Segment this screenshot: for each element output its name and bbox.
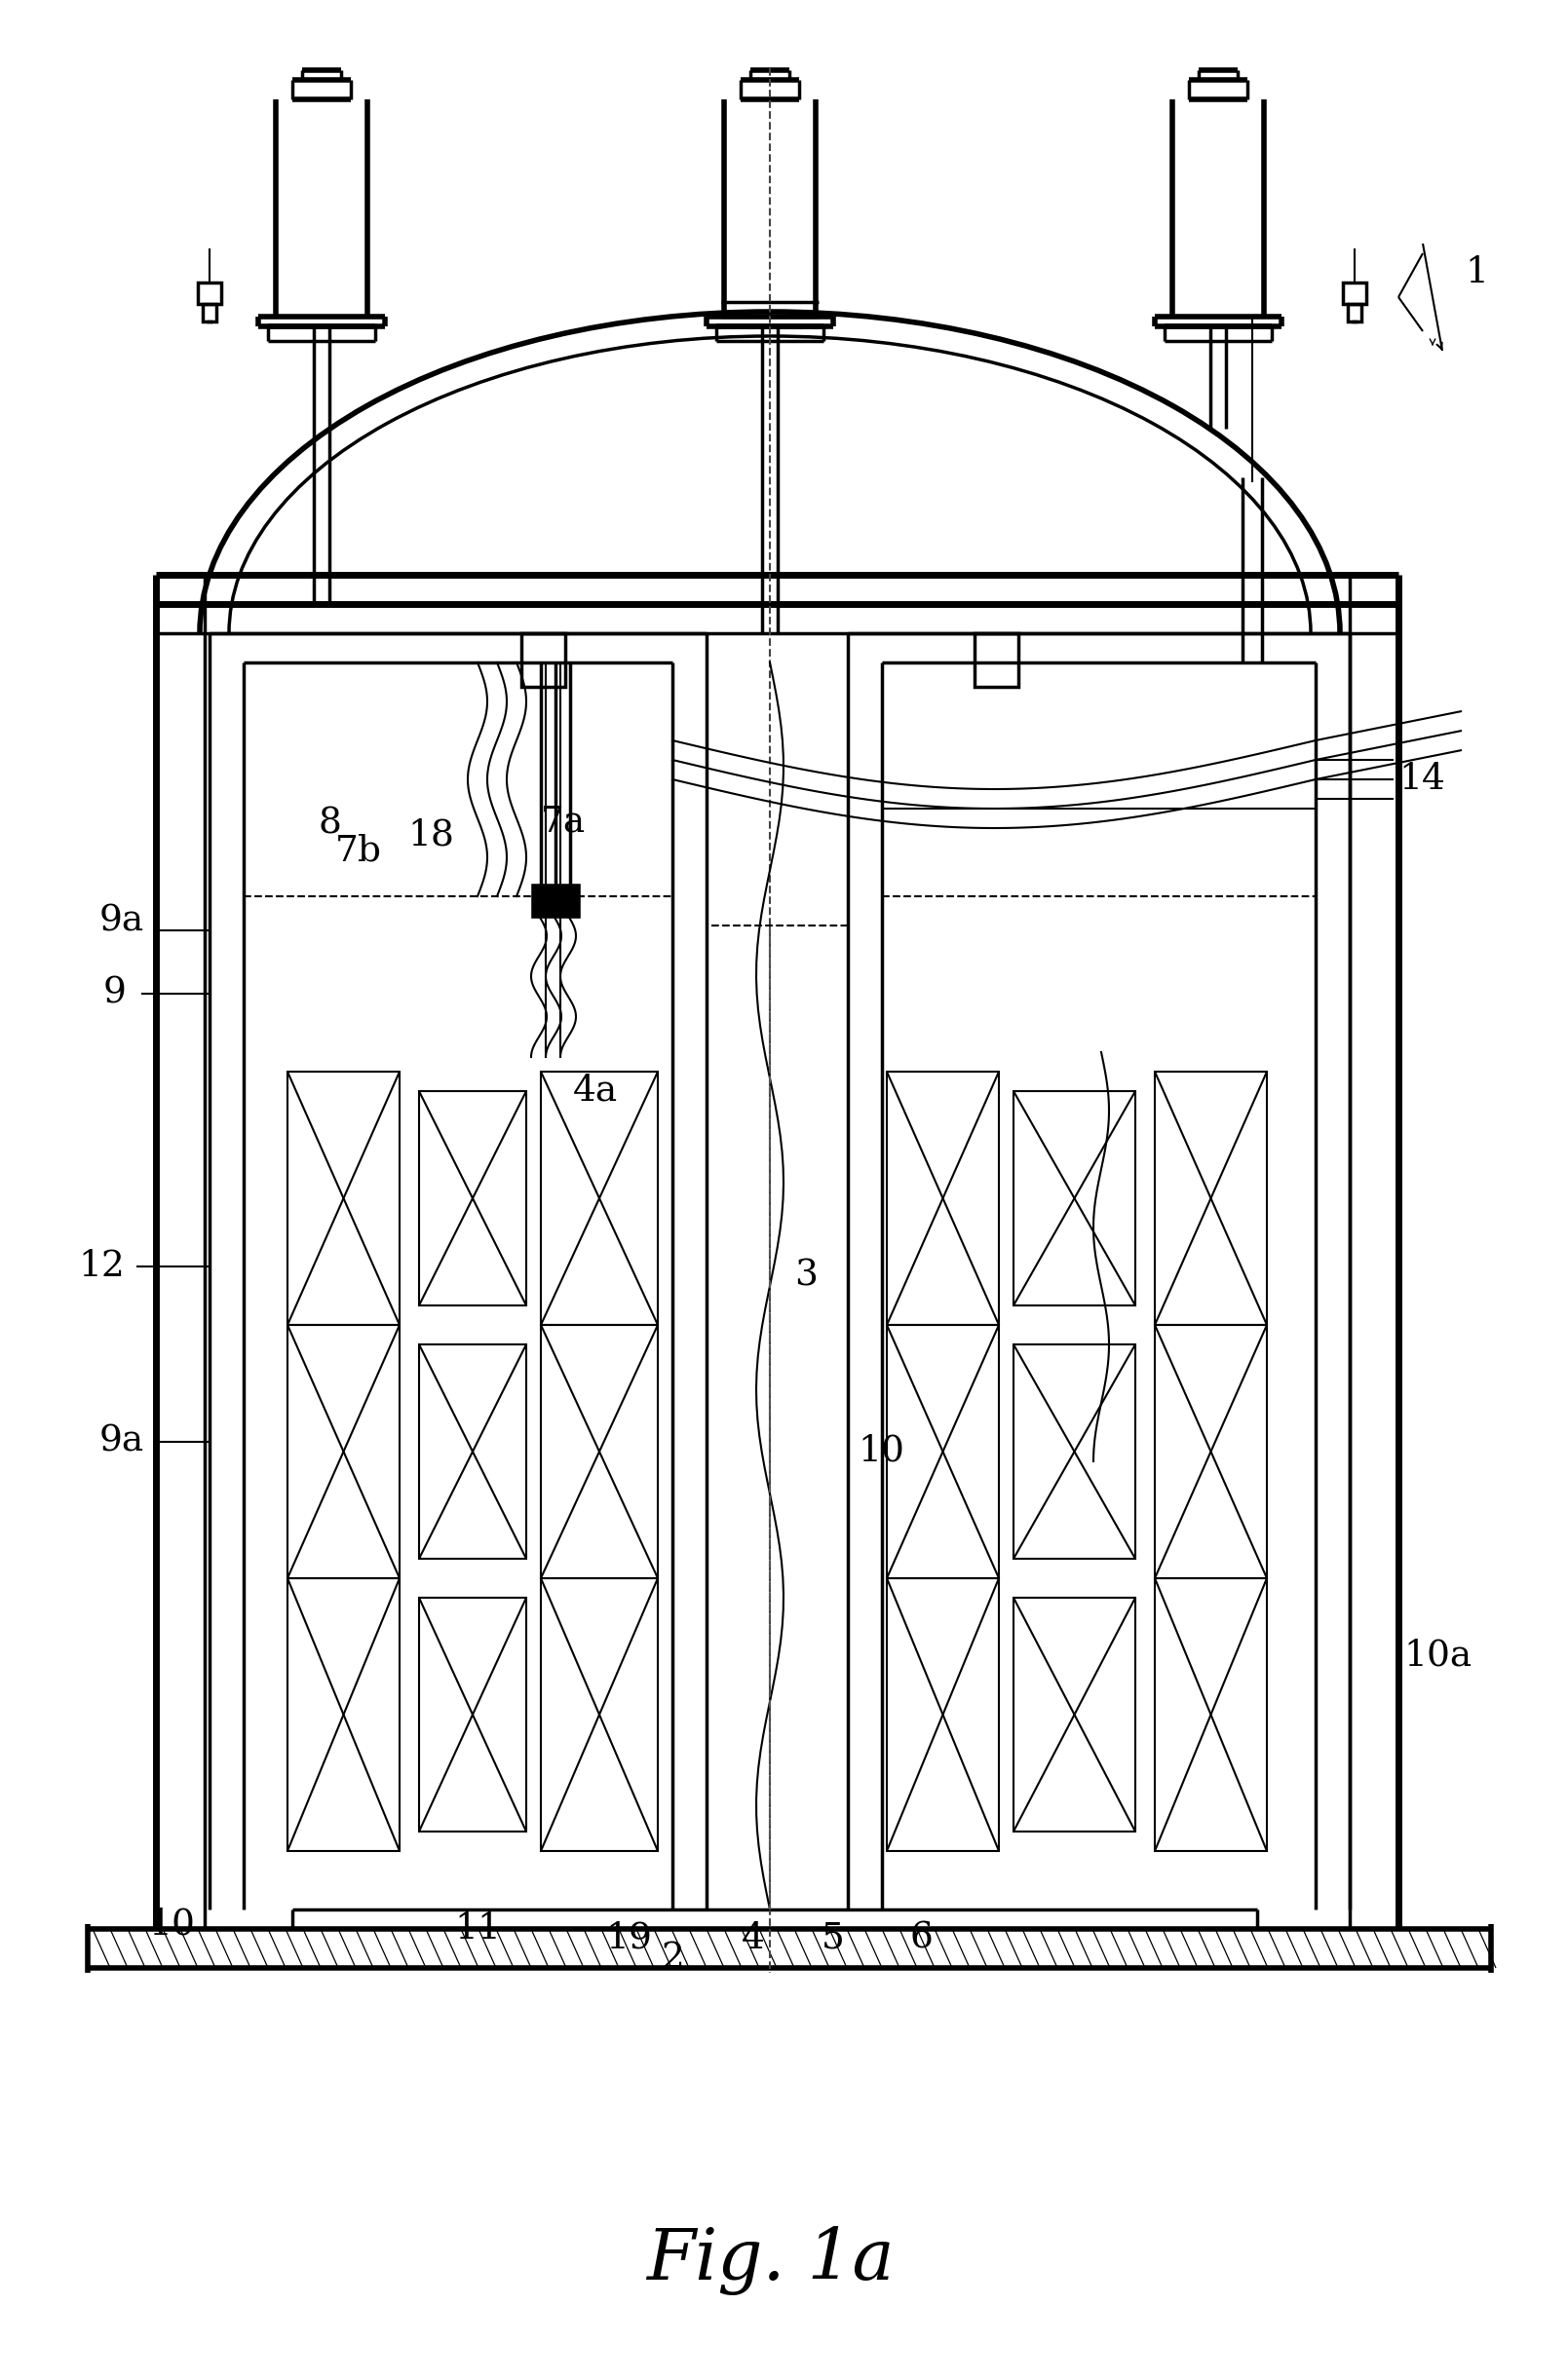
Text: 11: 11 <box>455 1911 500 1947</box>
Bar <box>887 1071 999 1326</box>
Bar <box>541 1578 659 1852</box>
Bar <box>287 1326 400 1578</box>
Bar <box>975 633 1018 688</box>
Bar <box>541 1326 659 1578</box>
Text: Fig. 1a: Fig. 1a <box>646 2225 894 2294</box>
Text: 4a: 4a <box>572 1073 618 1109</box>
Text: 8: 8 <box>318 807 342 840</box>
Bar <box>202 305 216 321</box>
Text: 7b: 7b <box>336 833 383 869</box>
Bar <box>419 1090 527 1307</box>
Bar <box>522 633 564 688</box>
Text: 19: 19 <box>605 1921 652 1956</box>
Text: 3: 3 <box>795 1259 817 1295</box>
Text: 10: 10 <box>858 1435 905 1468</box>
Bar <box>1348 305 1361 321</box>
Bar <box>419 1345 527 1559</box>
Text: 2: 2 <box>660 1940 684 1975</box>
Text: 18: 18 <box>408 819 455 854</box>
Bar <box>887 1578 999 1852</box>
Bar <box>1013 1090 1135 1307</box>
Bar <box>287 1578 400 1852</box>
Bar <box>419 1597 527 1833</box>
Bar <box>287 1071 400 1326</box>
Text: 4: 4 <box>742 1921 765 1956</box>
Text: 6: 6 <box>909 1921 933 1956</box>
Bar <box>1342 283 1366 305</box>
Bar <box>1154 1326 1267 1578</box>
Text: 7a: 7a <box>541 804 586 838</box>
Text: 5: 5 <box>822 1921 845 1956</box>
Bar <box>887 1326 999 1578</box>
Bar <box>541 1071 659 1326</box>
Text: 1: 1 <box>1465 255 1488 290</box>
Bar <box>198 283 221 305</box>
Bar <box>1013 1597 1135 1833</box>
Bar <box>535 885 579 916</box>
Text: 10a: 10a <box>1403 1637 1472 1673</box>
Text: 9a: 9a <box>99 1423 144 1459</box>
Bar <box>1013 1345 1135 1559</box>
Text: 9a: 9a <box>99 902 144 938</box>
Text: 10: 10 <box>149 1906 194 1942</box>
Text: 9: 9 <box>103 976 127 1012</box>
Text: 14: 14 <box>1399 762 1446 797</box>
Bar <box>1154 1578 1267 1852</box>
Text: 12: 12 <box>78 1250 125 1285</box>
Bar <box>1154 1071 1267 1326</box>
